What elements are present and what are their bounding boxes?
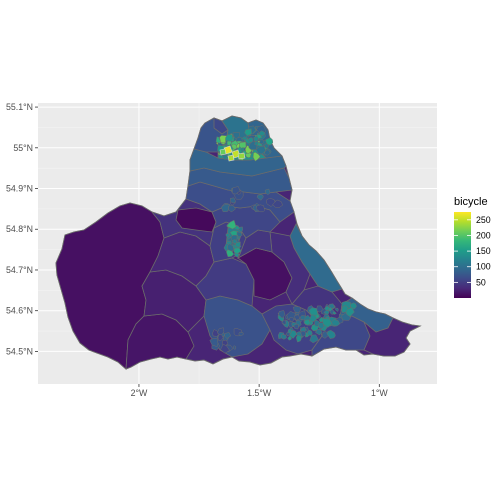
urban-ward — [255, 145, 266, 155]
hotspot-ward — [237, 152, 246, 160]
urban-ward — [253, 135, 259, 142]
urban-ward — [334, 307, 339, 312]
urban-ward — [293, 323, 299, 330]
legend-title: bicycle — [454, 196, 488, 208]
hotspot-ward — [227, 154, 235, 162]
urban-ward — [244, 128, 252, 137]
colorbar — [454, 212, 471, 298]
urban-ward — [234, 241, 241, 248]
y-tick-label: 54.8°N — [6, 224, 33, 234]
urban-ward — [225, 134, 234, 142]
urban-ward — [226, 249, 235, 258]
urban-ward — [217, 333, 224, 341]
urban-ward — [287, 335, 292, 341]
legend-ticks: 50 100 150 200 250 — [454, 215, 491, 287]
legend-label: 250 — [476, 215, 491, 225]
urban-ward — [233, 247, 242, 255]
urban-ward — [231, 143, 238, 150]
urban-ward — [278, 310, 286, 319]
urban-ward — [322, 318, 333, 328]
urban-ward — [232, 345, 237, 350]
y-tick-label: 54.7°N — [6, 265, 33, 275]
urban-ward — [272, 199, 284, 208]
y-tick-label: 54.9°N — [6, 184, 33, 194]
district — [213, 117, 229, 135]
urban-ward — [259, 130, 266, 137]
urban-ward — [247, 137, 254, 144]
urban-ward — [228, 205, 236, 213]
district — [363, 317, 422, 357]
map-regions — [55, 115, 422, 370]
urban-ward — [229, 197, 237, 204]
district — [175, 207, 217, 233]
urban-ward — [256, 194, 264, 201]
urban-ward — [224, 332, 232, 339]
y-axis: 54.5°N 54.6°N 54.7°N 54.8°N 54.9°N 55°N 55.1°N — [6, 102, 38, 356]
urban-ward — [294, 314, 301, 321]
urban-ward — [240, 147, 245, 153]
urban-ward — [220, 204, 230, 213]
urban-ward — [245, 151, 253, 159]
x-tick-label: 1°W — [371, 388, 388, 398]
legend-label: 50 — [476, 277, 486, 287]
urban-ward — [287, 328, 292, 334]
urban-ward — [220, 343, 230, 354]
urban-ward — [289, 317, 295, 322]
urban-ward — [263, 143, 269, 150]
x-tick-label: 2°W — [131, 388, 148, 398]
y-tick-label: 55.1°N — [6, 102, 33, 112]
legend-label: 150 — [476, 246, 491, 256]
urban-ward — [252, 151, 261, 162]
urban-ward — [296, 335, 302, 343]
urban-ward — [328, 303, 336, 309]
x-tick-label: 1.5°W — [247, 388, 272, 398]
urban-ward — [226, 219, 237, 230]
urban-ward — [225, 233, 230, 238]
urban-ward — [236, 231, 243, 237]
urban-ward — [306, 329, 313, 336]
y-tick-label: 54.5°N — [6, 346, 33, 356]
urban-ward — [259, 139, 265, 145]
urban-ward — [238, 331, 244, 337]
urban-ward — [212, 329, 220, 337]
x-axis: 2°W 1.5°W 1°W — [131, 384, 388, 398]
urban-ward — [255, 204, 265, 213]
urban-ward — [232, 186, 241, 195]
urban-ward — [326, 329, 336, 339]
legend: bicycle 50 100 150 200 250 — [454, 196, 491, 298]
district — [269, 231, 311, 305]
urban-ward — [254, 141, 259, 146]
y-tick-label: 55°N — [13, 143, 33, 153]
urban-ward — [281, 334, 287, 340]
urban-ward — [345, 307, 355, 317]
urban-ward — [281, 319, 287, 325]
urban-ward — [309, 334, 319, 344]
district — [195, 257, 255, 307]
urban-ward — [332, 310, 337, 315]
hotspot-ward — [219, 148, 227, 156]
urban-ward — [300, 315, 306, 321]
y-tick-label: 54.6°N — [6, 306, 33, 316]
urban-ward — [209, 338, 219, 348]
urban-ward — [303, 319, 311, 326]
urban-ward — [264, 188, 271, 196]
urban-ward — [315, 328, 323, 336]
urban-ward — [324, 305, 330, 311]
legend-label: 100 — [476, 262, 491, 272]
urban-ward — [300, 330, 307, 337]
urban-ward — [309, 314, 318, 323]
legend-label: 200 — [476, 230, 491, 240]
urban-ward — [263, 149, 271, 156]
